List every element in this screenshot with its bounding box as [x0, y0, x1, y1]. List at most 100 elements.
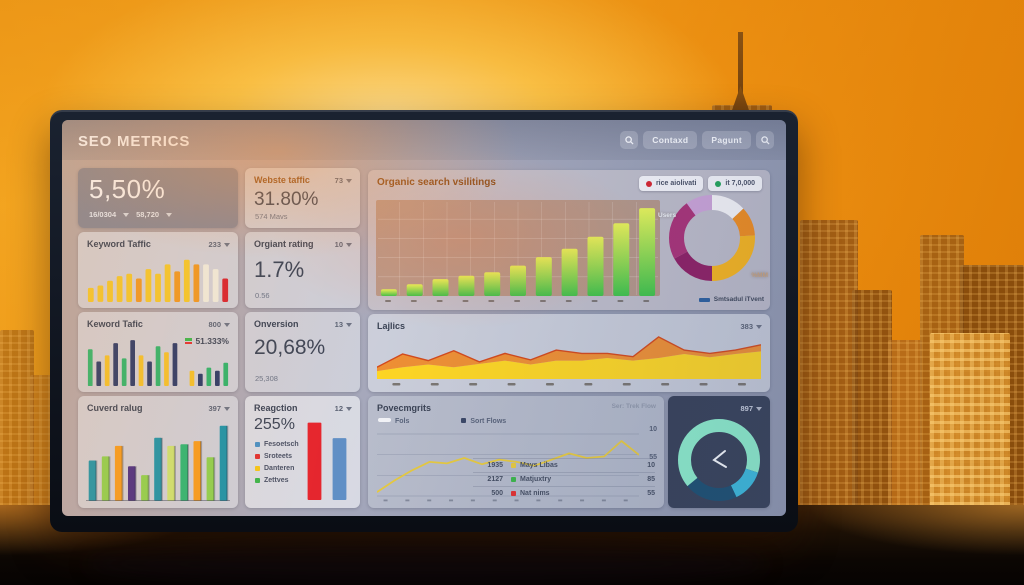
organic-badges: rice aiolivati it 7,0,000 — [638, 176, 762, 191]
axis-label-mid: 55 — [649, 454, 657, 461]
organt-rating-sub: 0.56 — [255, 291, 270, 300]
pagunt-button[interactable]: Pagunt — [702, 131, 751, 149]
legend-dot — [255, 442, 260, 447]
website-traffic-value: 31.80% — [254, 189, 319, 210]
gauge-dropdown[interactable]: 897 — [740, 404, 762, 413]
overview-value: 5,50% — [89, 174, 166, 204]
lajlics-area-chart — [377, 336, 761, 386]
organic-search-card: Organic search vsilitings rice aiolivati… — [368, 170, 770, 310]
search-button-secondary[interactable] — [756, 131, 774, 149]
dropdown-value: 397 — [208, 404, 221, 413]
search-icon — [625, 135, 634, 145]
building — [888, 340, 922, 505]
reagction-value: 255% — [254, 416, 295, 433]
conversion-dropdown[interactable]: 13 — [335, 320, 352, 329]
reagction-legend: Fesoetsch Sroteets Danteren Zettves — [255, 436, 299, 484]
organt-rating-dropdown[interactable]: 10 — [335, 240, 352, 249]
organt-rating-card: Orgiant rating 10 1.7% 0.56 — [245, 232, 360, 308]
legend-label: Zettves — [264, 477, 289, 484]
reagction-dropdown[interactable]: 12 — [335, 404, 352, 413]
legend-dot — [255, 454, 260, 459]
keyword-taffic-card: Keyword Taffic 233 — [78, 232, 238, 308]
card-title: Webste taffic — [254, 175, 310, 185]
keyword-taffic-dropdown[interactable]: 233 — [208, 240, 230, 249]
count-badge[interactable]: it 7,0,000 — [708, 176, 762, 191]
contaxd-button[interactable]: Contaxd — [643, 131, 698, 149]
table-row[interactable]: 2127 Matjuxtry 85 — [473, 472, 655, 486]
building — [852, 290, 892, 505]
card-title: Lajlics — [377, 321, 406, 331]
keyword-taffic-bar-chart — [87, 259, 229, 302]
donut-label-users: Users — [658, 212, 677, 219]
chevron-down-icon[interactable] — [123, 212, 130, 217]
page-title: SEO METRICS — [78, 133, 191, 150]
card-title: Povecmgrits — [377, 403, 432, 413]
badge-label: rice aiolivati — [655, 180, 697, 187]
row-value: 10 — [647, 462, 655, 469]
chevron-down-icon — [224, 242, 230, 247]
legend-label: Sroteets — [264, 453, 293, 460]
stat-value: 51.333% — [195, 336, 229, 346]
dot-swatch-icon — [461, 418, 467, 423]
keword-tafic-dropdown[interactable]: 800 — [208, 320, 230, 329]
header-actions: Contaxd Pagunt — [620, 131, 774, 149]
row-value: 85 — [647, 476, 655, 483]
traffic-sources-donut-chart — [669, 195, 755, 281]
website-traffic-sub: 574 Mavs — [255, 212, 288, 221]
povecmgrits-table: 1935 Mays Libas 10 2127 Matjuxtry 85 500… — [473, 458, 655, 500]
row-dot — [511, 463, 516, 468]
monitor-reflection — [86, 543, 766, 585]
red-dot-icon — [645, 180, 652, 187]
card-title: Cuverd ralug — [87, 403, 143, 413]
card-title: Onversion — [254, 319, 299, 329]
chevron-down-icon — [346, 242, 352, 247]
dropdown-value: 233 — [208, 240, 221, 249]
table-row[interactable]: 1935 Mays Libas 10 — [473, 458, 655, 472]
overview-stat1: 16/0304 — [89, 210, 117, 219]
card-title: Orgiant rating — [254, 239, 314, 249]
website-traffic-dropdown[interactable]: 73 — [335, 176, 352, 185]
povecmgrits-legend: Fols Sort Flows — [378, 418, 506, 425]
reagction-card: Reagction 12 255% Fesoetsch Sroteets Dan… — [245, 396, 360, 508]
cuverd-ralug-bar-chart — [86, 425, 230, 501]
axis-label-top: 10 — [649, 426, 657, 433]
green-dot-icon — [715, 180, 722, 187]
chevron-down-icon — [346, 178, 352, 183]
cuverd-ralug-dropdown[interactable]: 397 — [208, 404, 230, 413]
badge-label: it 7,0,000 — [725, 180, 755, 187]
chevron-down-icon — [756, 324, 762, 329]
gauge-donut-chart — [678, 419, 760, 501]
reagction-bar-chart — [307, 422, 347, 500]
lajlics-dropdown[interactable]: 383 — [740, 322, 762, 331]
dropdown-value: 73 — [334, 176, 343, 185]
building — [800, 220, 858, 505]
spire-needle — [738, 32, 743, 112]
keword-tafic-card: Keword Tafic 800 51.333% — [78, 312, 238, 392]
card-title: Keword Tafic — [87, 319, 143, 329]
chevron-down-icon[interactable] — [166, 212, 173, 217]
chevron-down-icon — [224, 406, 230, 411]
conversion-card: Onversion 13 20,68% 25,308 — [245, 312, 360, 392]
legend-dot — [255, 466, 260, 471]
row-dot — [511, 477, 516, 482]
chevron-down-icon — [756, 406, 762, 411]
card-title: Organic search vsilitings — [377, 177, 496, 188]
dropdown-value: 13 — [334, 320, 343, 329]
line-swatch-icon — [378, 418, 391, 422]
organic-search-bar-chart — [376, 200, 660, 302]
chevron-down-icon — [224, 322, 230, 327]
alert-badge[interactable]: rice aiolivati — [638, 176, 704, 191]
search-button[interactable] — [620, 131, 639, 149]
table-row[interactable]: 500 Nat nims 55 — [473, 486, 655, 500]
website-traffic-card: Webste taffic 73 31.80% 574 Mavs — [245, 168, 360, 228]
legend-item: Sort Flows — [461, 418, 506, 425]
trend-ticks-icon — [185, 338, 193, 344]
legend-dot — [255, 478, 260, 483]
row-label: Nat nims — [511, 490, 633, 497]
legend-label: Sort Flows — [470, 418, 507, 425]
chevron-down-icon — [346, 406, 352, 411]
dashboard-screen: SEO METRICS Contaxd Pagunt 5,50% 16/0304… — [62, 120, 786, 516]
conversion-sub: 25,308 — [255, 374, 278, 383]
traffic-donut-wrap: Users %MM — [658, 194, 768, 287]
